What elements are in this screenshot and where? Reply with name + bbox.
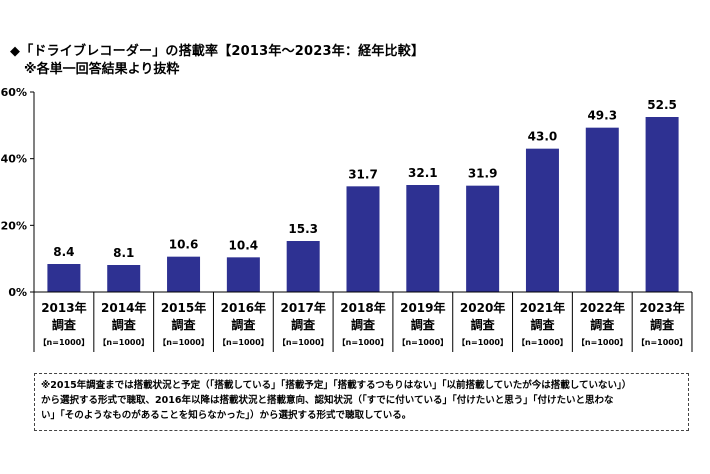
- x-tick-label: 2020年: [460, 300, 505, 315]
- bar: [346, 186, 380, 292]
- data-label: 15.3: [288, 222, 318, 236]
- x-tick-label: 2015年: [161, 300, 206, 315]
- data-label: 32.1: [408, 166, 438, 180]
- bar-chart: 0% 20% 40% 60% 8.4 8.1 10.6 10.4 15.3 31.7 32.1 31.…: [1, 86, 693, 352]
- footnote-box: ※2015年調査までは搭載状況と予定（「搭載している」「搭載予定」「搭載するつも…: [34, 373, 689, 431]
- data-label: 10.4: [229, 238, 259, 252]
- y-tick-label: 60%: [1, 86, 27, 99]
- x-tick-label: 2017年: [280, 300, 325, 315]
- bar: [47, 264, 81, 292]
- bar: [585, 127, 619, 293]
- x-tick-sublabel: 調査: [231, 317, 256, 332]
- x-tick-sublabel: 調査: [172, 317, 197, 332]
- bar: [167, 256, 201, 292]
- sample-size-label: 【n=1000】: [278, 337, 329, 347]
- chart-subtitle: ※各単一回答結果より抜粋: [24, 62, 180, 77]
- x-tick-label: 2023年: [639, 300, 684, 315]
- footnote-line: から選択する形式で聴取、2016年以降は搭載状況と搭載意向、認知状況（「すでに付…: [41, 395, 614, 406]
- y-tick-label: 20%: [1, 219, 27, 232]
- x-tick-sublabel: 調査: [351, 317, 376, 332]
- footnote-line: ※2015年調査までは搭載状況と予定（「搭載している」「搭載予定」「搭載するつも…: [41, 380, 632, 391]
- sample-size-label: 【n=1000】: [637, 337, 688, 347]
- bar: [466, 185, 500, 292]
- sample-size-label: 【n=1000】: [98, 337, 149, 347]
- bar: [107, 265, 141, 292]
- sample-size-label: 【n=1000】: [39, 337, 90, 347]
- x-tick-sublabel: 調査: [650, 317, 675, 332]
- data-label: 43.0: [528, 130, 558, 144]
- x-tick-label: 2021年: [520, 300, 565, 315]
- x-tick-label: 2013年: [41, 300, 86, 315]
- data-label: 31.7: [348, 167, 378, 181]
- x-tick-sublabel: 調査: [112, 317, 137, 332]
- data-label: 8.1: [113, 246, 134, 260]
- x-tick-sublabel: 調査: [52, 317, 77, 332]
- bar: [645, 117, 679, 292]
- sample-size-label: 【n=1000】: [457, 337, 508, 347]
- x-tick-label: 2022年: [580, 300, 625, 315]
- x-tick-sublabel: 調査: [411, 317, 436, 332]
- bar: [226, 257, 260, 292]
- x-tick-label: 2016年: [221, 300, 266, 315]
- x-tick-label: 2018年: [340, 300, 385, 315]
- x-tick-label: 2019年: [400, 300, 445, 315]
- bar: [525, 148, 559, 292]
- y-tick-label: 40%: [1, 153, 27, 166]
- sample-size-label: 【n=1000】: [338, 337, 389, 347]
- chart-title: ◆「ドライブレコーダー」の搭載率【2013年～2023年：経年比較】: [10, 44, 425, 59]
- sample-size-label: 【n=1000】: [397, 337, 448, 347]
- x-tick-label: 2014年: [101, 300, 146, 315]
- data-label: 10.6: [169, 238, 199, 252]
- x-tick-sublabel: 調査: [530, 317, 555, 332]
- footnote-line: い」「そのようなものがあることを知らなかった」）から選択する形式で聴取している。: [41, 410, 412, 421]
- x-tick-sublabel: 調査: [471, 317, 496, 332]
- x-tick-sublabel: 調査: [291, 317, 316, 332]
- sample-size-label: 【n=1000】: [517, 337, 568, 347]
- data-label: 31.9: [468, 167, 498, 181]
- sample-size-label: 【n=1000】: [577, 337, 628, 347]
- y-tick-label: 0%: [8, 286, 27, 299]
- data-label: 52.5: [647, 98, 677, 112]
- bar: [286, 241, 320, 292]
- data-label: 49.3: [587, 109, 617, 123]
- bar: [406, 185, 440, 292]
- data-label: 8.4: [53, 245, 74, 259]
- x-tick-sublabel: 調査: [590, 317, 615, 332]
- sample-size-label: 【n=1000】: [218, 337, 269, 347]
- sample-size-label: 【n=1000】: [158, 337, 209, 347]
